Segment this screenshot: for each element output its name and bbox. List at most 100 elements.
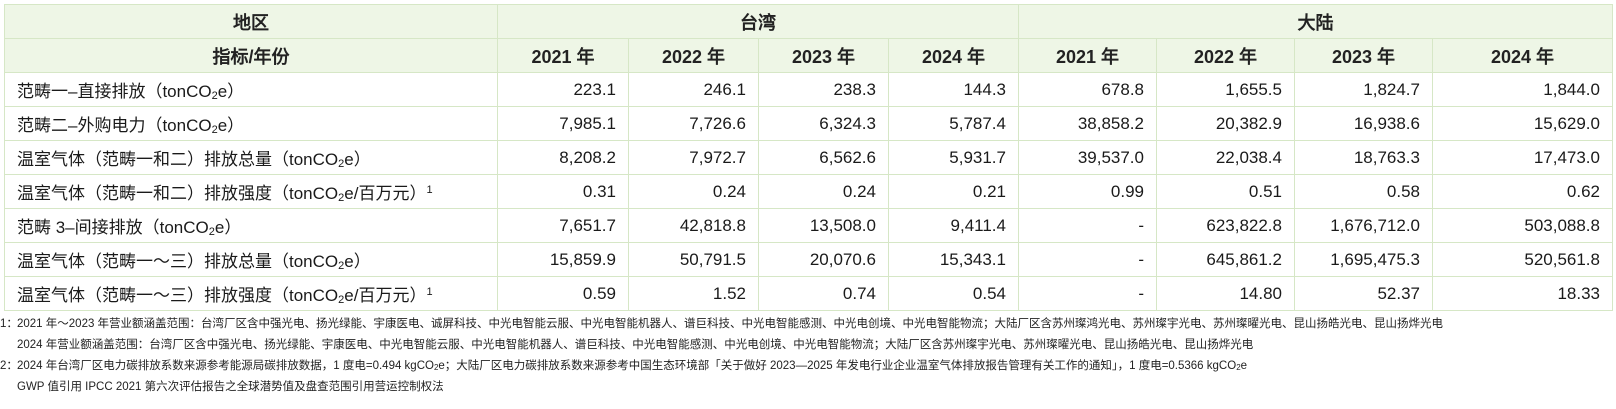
value-cell: 678.8 [1018, 72, 1157, 107]
table-body: 范畴一–直接排放（tonCO2e） 223.1 246.1 238.3 144.3 678… [4, 72, 1613, 311]
row-label: 温室气体（范畴一～三）排放强度（tonCO2e/百万元）1 [4, 276, 498, 311]
emissions-table: 地区 台湾 大陆 指标/年份 2021 年 2022 年 2023 年 2024… [4, 4, 1613, 311]
header-year: 2023 年 [758, 38, 889, 73]
row-label: 温室气体（范畴一和二）排放总量（tonCO2e） [4, 140, 498, 175]
footnote-1: 1： 2021 年～2023 年营业额涵盖范围：台湾厂区含中强光电、扬光绿能、宇… [0, 314, 1616, 335]
footnote-2: 2： 2024 年台湾厂区电力碳排放系数来源参考能源局碳排放数据，1 度电=0.… [0, 356, 1616, 377]
header-row-region: 地区 台湾 大陆 [4, 4, 1613, 39]
value-cell: 0.59 [497, 276, 629, 311]
value-cell: 9,411.4 [888, 208, 1019, 243]
value-cell: 0.21 [888, 174, 1019, 209]
header-year: 2021 年 [497, 38, 629, 73]
value-cell: 1,676,712.0 [1294, 208, 1433, 243]
table-row: 温室气体（范畴一～三）排放总量（tonCO2e） 15,859.9 50,791.5… [4, 242, 1613, 277]
row-label-subscript: 2 [211, 124, 218, 136]
value-cell: - [1018, 242, 1157, 277]
value-cell: 1,695,475.3 [1294, 242, 1433, 277]
table-row: 范畴二–外购电力（tonCO2e） 7,985.1 7,726.6 6,324.3 5,… [4, 106, 1613, 141]
header-year: 2023 年 [1294, 38, 1433, 73]
value-cell: 223.1 [497, 72, 629, 107]
value-cell: - [1018, 208, 1157, 243]
value-cell: 0.24 [628, 174, 759, 209]
footnote-1-text: 2021 年～2023 年营业额涵盖范围：台湾厂区含中强光电、扬光绿能、宇康医电… [17, 318, 1444, 330]
value-cell: 238.3 [758, 72, 889, 107]
header-taiwan: 台湾 [497, 4, 1019, 39]
row-label-subscript: 2 [338, 158, 345, 170]
value-cell: 1,824.7 [1294, 72, 1433, 107]
row-label-subscript: 2 [208, 226, 215, 238]
row-label-text: 温室气体（范畴一和二）排放总量（tonCO [17, 150, 339, 169]
row-label-subscript: 2 [338, 294, 345, 306]
row-label: 温室气体（范畴一～三）排放总量（tonCO2e） [4, 242, 498, 277]
table-row: 温室气体（范畴一和二）排放总量（tonCO2e） 8,208.2 7,972.7 6,… [4, 140, 1613, 175]
row-label-subscript: 2 [211, 90, 218, 102]
header-region: 地区 [4, 4, 498, 39]
footnote-1b: 2024 年营业额涵盖范围：台湾厂区含中强光电、扬光绿能、宇康医电、中光电智能云… [0, 335, 1616, 356]
value-cell: 0.24 [758, 174, 889, 209]
row-label-footnote-ref: 1 [426, 286, 433, 298]
value-cell: 14.80 [1156, 276, 1295, 311]
row-label-text: 温室气体（范畴一和二）排放强度（tonCO [17, 184, 339, 203]
value-cell: - [1018, 276, 1157, 311]
row-label-text: 温室气体（范畴一～三）排放强度（tonCO [17, 286, 339, 305]
row-label-text: 范畴 3–间接排放（tonCO [17, 218, 209, 237]
value-cell: 18,763.3 [1294, 140, 1433, 175]
header-year: 2024 年 [888, 38, 1019, 73]
header-mainland: 大陆 [1018, 4, 1613, 39]
value-cell: 7,985.1 [497, 106, 629, 141]
header-year: 2022 年 [628, 38, 759, 73]
value-cell: 5,787.4 [888, 106, 1019, 141]
row-label-text: 范畴一–直接排放（tonCO [17, 82, 212, 101]
value-cell: 13,508.0 [758, 208, 889, 243]
value-cell: 0.31 [497, 174, 629, 209]
row-label-unit: e） [214, 218, 242, 237]
value-cell: 246.1 [628, 72, 759, 107]
value-cell: 20,070.6 [758, 242, 889, 277]
row-label-unit: e） [217, 82, 245, 101]
row-label-unit: e） [217, 116, 245, 135]
value-cell: 0.62 [1432, 174, 1613, 209]
value-cell: 8,208.2 [497, 140, 629, 175]
table-row: 范畴 3–间接排放（tonCO2e） 7,651.7 42,818.8 13,508.… [4, 208, 1613, 243]
value-cell: 15,859.9 [497, 242, 629, 277]
header-year: 2021 年 [1018, 38, 1157, 73]
value-cell: 52.37 [1294, 276, 1433, 311]
value-cell: 15,629.0 [1432, 106, 1613, 141]
value-cell: 0.74 [758, 276, 889, 311]
row-label-unit: e） [344, 252, 371, 271]
table-row: 温室气体（范畴一～三）排放强度（tonCO2e/百万元）1 0.59 1.52 0.7… [4, 276, 1613, 311]
table-row: 温室气体（范畴一和二）排放强度（tonCO2e/百万元）1 0.31 0.24 0.2… [4, 174, 1613, 209]
value-cell: 144.3 [888, 72, 1019, 107]
value-cell: 520,561.8 [1432, 242, 1613, 277]
value-cell: 15,343.1 [888, 242, 1019, 277]
value-cell: 17,473.0 [1432, 140, 1613, 175]
row-label-text: 范畴二–外购电力（tonCO [17, 116, 212, 135]
value-cell: 0.51 [1156, 174, 1295, 209]
footnote-3-text: GWP 值引用 IPCC 2021 第六次评估报告之全球潜势值及盘查范围引用营运… [17, 381, 444, 393]
value-cell: 1,844.0 [1432, 72, 1613, 107]
table-row: 范畴一–直接排放（tonCO2e） 223.1 246.1 238.3 144.3 678… [4, 72, 1613, 107]
row-label: 范畴二–外购电力（tonCO2e） [4, 106, 498, 141]
value-cell: 50,791.5 [628, 242, 759, 277]
value-cell: 645,861.2 [1156, 242, 1295, 277]
header-indicator-year: 指标/年份 [4, 38, 498, 73]
value-cell: 0.99 [1018, 174, 1157, 209]
row-label-unit: e） [344, 150, 371, 169]
footnote-2-part: e；大陆厂区电力碳排放系数来源参考中国生态环境部「关于做好 2023—2025 … [438, 360, 1237, 372]
value-cell: 0.54 [888, 276, 1019, 311]
row-label: 温室气体（范畴一和二）排放强度（tonCO2e/百万元）1 [4, 174, 498, 209]
value-cell: 5,931.7 [888, 140, 1019, 175]
footnote-2-part: 2024 年台湾厂区电力碳排放系数来源参考能源局碳排放数据，1 度电=0.494… [17, 360, 434, 372]
value-cell: 38,858.2 [1018, 106, 1157, 141]
value-cell: 7,651.7 [497, 208, 629, 243]
value-cell: 20,382.9 [1156, 106, 1295, 141]
footnote-2-text: 2024 年台湾厂区电力碳排放系数来源参考能源局碳排放数据，1 度电=0.494… [17, 356, 1247, 377]
row-label-subscript: 2 [338, 192, 345, 204]
value-cell: 0.58 [1294, 174, 1433, 209]
value-cell: 7,726.6 [628, 106, 759, 141]
footnote-1-marker: 1： [0, 318, 18, 330]
footnote-3: GWP 值引用 IPCC 2021 第六次评估报告之全球潜势值及盘查范围引用营运… [0, 377, 1616, 398]
footnote-2-part: e [1240, 360, 1248, 372]
footnote-2-sub: 2 [433, 363, 439, 372]
